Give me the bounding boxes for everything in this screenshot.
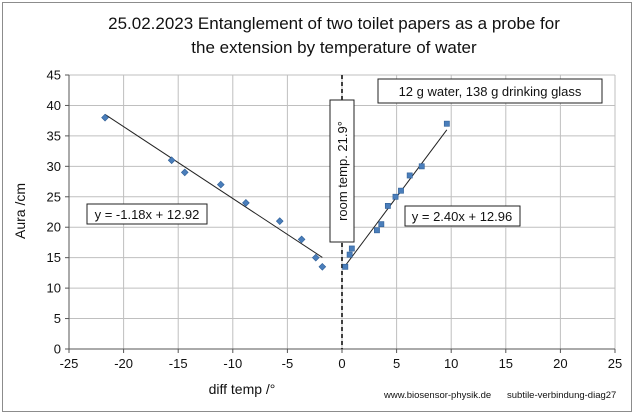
x-tick-label: -5 — [282, 356, 294, 371]
y-tick-label: 10 — [47, 281, 61, 296]
data-point-square — [378, 221, 385, 228]
room-temp-label: room temp. 21.9° — [335, 121, 350, 221]
chart-title-line-1: 25.02.2023 Entanglement of two toilet pa… — [108, 14, 560, 33]
trend-label-cold: y = -1.18x + 12.92 — [95, 207, 200, 222]
data-point-square — [443, 120, 450, 127]
data-point-diamond — [297, 235, 306, 244]
trendline-cold — [104, 114, 323, 258]
data-point-square — [374, 227, 380, 234]
data-point-square — [348, 245, 355, 252]
trendlines — [104, 114, 448, 267]
data-point-diamond — [311, 253, 320, 262]
y-tick-label: 20 — [47, 220, 61, 235]
y-tick-label: 40 — [47, 98, 61, 113]
x-tick-label: -20 — [114, 356, 133, 371]
axes: -25 -20 -15 -10 -5 0 5 10 15 20 25 0 5 10 15 20 25 30 35 40… — [47, 68, 623, 372]
data-point-diamond — [216, 180, 225, 189]
y-tick-label: 15 — [47, 250, 61, 265]
data-point-diamond — [318, 262, 327, 271]
y-tick-label: 5 — [54, 311, 61, 326]
data-point-diamond — [242, 199, 250, 207]
annotation-text: 12 g water, 138 g drinking glass — [399, 84, 582, 99]
y-tick-label: 0 — [54, 342, 61, 357]
data-point-diamond — [167, 156, 176, 165]
data-point-diamond — [101, 113, 109, 122]
data-point-square — [346, 251, 353, 258]
y-tick-label: 25 — [47, 189, 61, 204]
chart-title-line-2: the extension by temperature of water — [191, 38, 477, 57]
x-tick-label: 0 — [338, 356, 345, 371]
data-point-square — [406, 172, 413, 179]
room-temp-label-box — [329, 99, 355, 243]
data-point-square — [384, 203, 391, 209]
data-point-square — [342, 263, 349, 270]
x-tick-label: -15 — [169, 356, 188, 371]
data-point-diamond — [180, 168, 189, 177]
x-tick-label: 10 — [444, 356, 458, 371]
y-tick-label: 35 — [47, 128, 61, 143]
x-tick-label: 25 — [608, 356, 622, 371]
annotation-box — [377, 78, 603, 104]
x-tick-label: 15 — [499, 356, 513, 371]
data-point-square — [392, 193, 399, 200]
trend-label-box-cold — [86, 203, 208, 225]
x-tick-label: -25 — [60, 356, 79, 371]
data-point-square — [398, 187, 404, 194]
y-tick-label: 45 — [47, 68, 61, 83]
x-tick-label: 5 — [393, 356, 400, 371]
footer-diagram-id: subtile-verbindung-diag27 — [507, 390, 616, 401]
data-points — [101, 113, 450, 271]
data-point-diamond — [275, 217, 284, 225]
footer-website: www.biosensor-physik.de — [383, 390, 491, 401]
trend-label-box-warm — [404, 205, 521, 227]
trend-label-warm: y = 2.40x + 12.96 — [412, 209, 512, 224]
x-tick-label: 20 — [553, 356, 567, 371]
x-tick-label: -10 — [223, 356, 242, 371]
y-tick-label: 30 — [47, 159, 61, 174]
data-point-square — [418, 163, 425, 170]
x-axis-label: diff temp /° — [209, 381, 276, 397]
y-axis-label: Aura /cm — [12, 183, 28, 239]
